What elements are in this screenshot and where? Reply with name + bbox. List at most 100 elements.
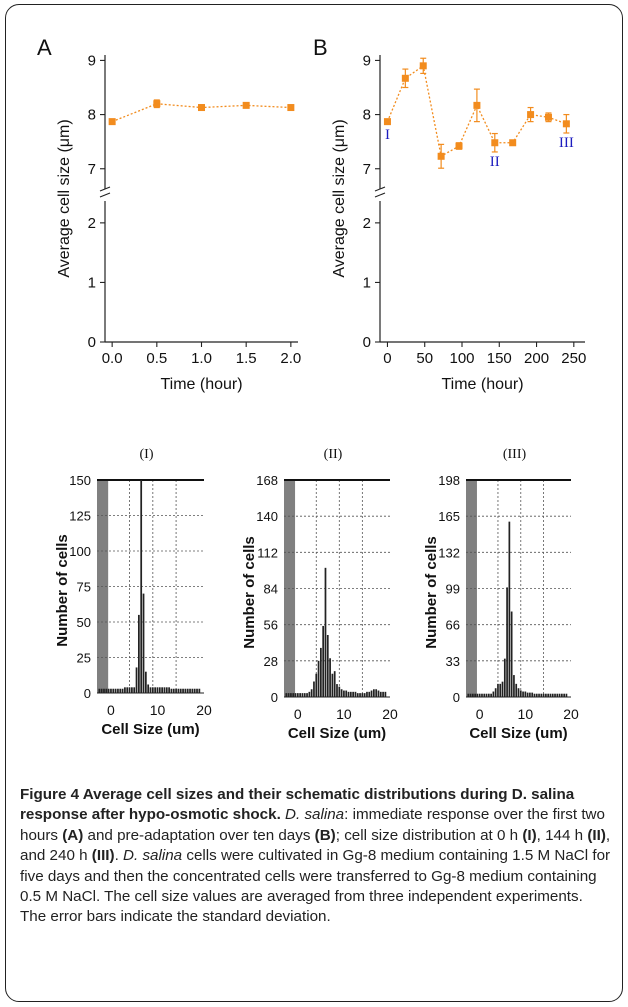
y-tick-label: 140: [256, 509, 278, 524]
histogram-bar: [494, 688, 497, 697]
histogram-bar: [114, 688, 117, 693]
caption-segment: : immediate response over the first two …: [20, 806, 605, 844]
x-tick-label: 10: [336, 706, 352, 722]
caption-segment: D. salina: [123, 847, 183, 865]
histogram-ii: (II) 0 28 56 84 112 140 168 0 10 20 Cell Size (um) N…: [241, 447, 398, 742]
data-point: [491, 139, 499, 147]
panel-b-chart: B 7 8 9 0 1 2 0 50 100 150 200 250 Time (hour) Average…: [313, 35, 586, 393]
phase-annotation: II: [490, 154, 500, 170]
histogram-bar: [133, 687, 136, 693]
axis-break-mark: [374, 186, 386, 192]
histogram-bar: [549, 693, 552, 697]
y-tick-label: 84: [264, 582, 278, 597]
y-tick-label: 33: [446, 654, 460, 669]
data-point: [455, 142, 463, 150]
histogram-bar: [370, 690, 373, 697]
histogram-bar: [529, 692, 531, 697]
histogram-bar: [182, 688, 184, 693]
y-tick-label: 2: [363, 215, 371, 232]
histogram-bar: [556, 693, 559, 697]
histogram-bar: [299, 693, 301, 697]
x-axis-label: Time (hour): [441, 376, 523, 393]
histogram-bar: [377, 690, 380, 697]
histogram-bar: [497, 683, 499, 697]
histogram-bar: [563, 693, 566, 697]
histogram-bar: [349, 691, 352, 697]
panel-a-chart: A 7 8 9 0 1 2 0.0 0.5 1.0 1.5 2.0 Time (hour) Average…: [37, 35, 301, 393]
histogram-bar: [313, 681, 315, 697]
histogram-i: (I) 0 25 50 75 100 125 150 0 10 20 Cell Size (um) Nu…: [54, 447, 212, 738]
histogram-bar: [121, 688, 124, 693]
figure-title: Figure 4 Average cell sizes and their sc…: [20, 786, 575, 824]
y-tick-label: 168: [256, 473, 278, 488]
histogram-bar: [515, 683, 518, 697]
histogram-bar: [333, 671, 336, 697]
data-point: [509, 139, 517, 147]
histogram-bar: [179, 688, 182, 693]
data-point: [419, 62, 427, 70]
histogram-bar: [551, 693, 554, 697]
axis-break-mark: [99, 186, 111, 192]
caption-segment: (II): [587, 826, 606, 844]
y-tick-label: 150: [69, 473, 91, 488]
histogram-bar: [474, 693, 476, 697]
histogram-bar: [184, 688, 187, 693]
histogram-bar: [301, 693, 304, 697]
x-tick-label: 100: [449, 350, 474, 367]
histogram-bar: [126, 687, 129, 693]
histogram-bar: [161, 687, 164, 693]
histogram-bar: [193, 688, 196, 693]
x-tick-label: 0.5: [146, 350, 167, 367]
histogram-bar: [156, 687, 159, 693]
histogram-bar: [198, 688, 201, 693]
figure-caption: Figure 4 Average cell sizes and their sc…: [20, 785, 612, 928]
histogram-bar: [522, 691, 524, 697]
y-tick-label: 132: [438, 545, 460, 560]
histogram-bar: [359, 693, 361, 697]
histogram-bar: [354, 691, 357, 697]
histogram-bar: [315, 673, 318, 697]
histogram-bar: [137, 614, 140, 693]
data-point: [287, 104, 295, 112]
histogram-bar: [485, 693, 488, 697]
x-axis-label: Cell Size (um): [288, 725, 386, 742]
x-tick-label: 10: [150, 702, 166, 718]
x-tick-label: 10: [518, 706, 534, 722]
histogram-bar: [168, 687, 170, 693]
y-tick-label: 0: [453, 690, 460, 705]
histogram-bar: [135, 667, 138, 693]
histogram-bar: [508, 521, 511, 697]
histogram-bar: [478, 693, 481, 697]
histogram-bar: [476, 693, 479, 697]
y-tick-label: 99: [446, 582, 460, 597]
histogram-bar: [175, 688, 177, 693]
histogram-bar: [310, 689, 313, 697]
x-tick-label: 0: [107, 702, 115, 718]
histogram-bar: [535, 693, 538, 697]
histogram-bar: [317, 660, 320, 697]
histogram-bar: [142, 593, 145, 693]
histogram-bar: [165, 687, 168, 693]
histogram-bar: [196, 688, 198, 693]
histogram-bar: [149, 687, 152, 693]
histogram-bar: [107, 688, 110, 693]
caption-segment: , and 240 h: [20, 826, 611, 865]
y-tick-label: 8: [88, 107, 96, 124]
histogram-bar: [375, 689, 378, 697]
histogram-bar: [499, 683, 502, 697]
caption-segment: D. salina: [285, 806, 345, 824]
y-axis-label: Number of cells: [241, 536, 258, 649]
x-tick-label: 150: [487, 350, 512, 367]
histogram-bar: [191, 688, 194, 693]
x-tick-label: 1.5: [236, 350, 257, 367]
y-tick-label: 7: [363, 161, 371, 178]
histogram-bar: [340, 689, 343, 697]
figure-canvas: A 7 8 9 0 1 2 0.0 0.5 1.0 1.5 2.0 Time (hour) Average…: [37, 35, 586, 742]
histogram-bar: [517, 688, 520, 697]
histogram-bar: [343, 690, 345, 697]
phase-annotation: III: [559, 135, 574, 151]
histogram-bar: [186, 688, 189, 693]
histogram-bar: [524, 691, 527, 697]
histogram-bar: [356, 693, 359, 697]
x-tick-label: 0.0: [102, 350, 123, 367]
